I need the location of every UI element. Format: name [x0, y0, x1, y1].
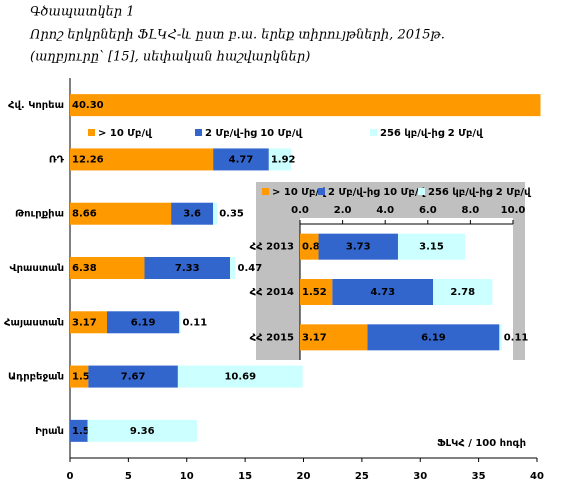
value-label: 6.38 — [72, 263, 97, 274]
value-label: 3.6 — [183, 209, 201, 220]
bar-segment — [300, 324, 368, 351]
x-tick-label: 10 — [180, 471, 194, 482]
value-label: 40.30 — [72, 100, 104, 111]
bar-segment — [230, 257, 236, 279]
value-label: 8.66 — [72, 209, 97, 220]
value-label: 12.26 — [72, 154, 104, 165]
bar-segment — [318, 233, 398, 260]
value-label: 0.11 — [183, 317, 208, 328]
bar-segment — [70, 257, 145, 279]
category-label: Հայաստան — [4, 317, 64, 328]
bar-segment — [107, 311, 180, 334]
bar-segment — [88, 365, 178, 388]
bar-segment — [499, 324, 502, 351]
value-label: 9.36 — [130, 426, 155, 437]
value-label: 3.73 — [346, 242, 371, 253]
x-tick-label: 25 — [355, 471, 369, 482]
category-label: ՀՀ 2014 — [250, 287, 294, 298]
bar-segment — [300, 279, 333, 305]
category-label: Հվ. Կորեա — [8, 100, 64, 111]
value-label: 7.33 — [175, 263, 200, 274]
value-label: 1.51 — [72, 426, 97, 437]
legend-swatch — [370, 129, 377, 136]
category-label: Վրաստան — [9, 263, 64, 274]
value-label: 4.77 — [229, 154, 254, 165]
bar-segment — [177, 365, 303, 388]
value-label: 1.52 — [302, 287, 327, 298]
legend-swatch — [418, 188, 425, 195]
value-label: 6.19 — [421, 332, 446, 343]
bar-segment — [179, 311, 181, 334]
value-label: 10.69 — [224, 372, 256, 383]
x-tick-label: 15 — [238, 471, 252, 482]
value-label: 0.47 — [238, 263, 263, 274]
category-label: ՌԴ — [49, 154, 65, 165]
bar-segment — [144, 257, 231, 279]
chart-source: (աղբյուրը՝ [15], սեփական հաշվարկներ) — [30, 50, 310, 65]
legend-swatch — [195, 129, 202, 136]
value-label: 0.35 — [219, 209, 244, 220]
x-tick-label: 2.0 — [334, 205, 352, 216]
bar-segment — [70, 94, 541, 117]
x-tick-label: 10.0 — [501, 205, 526, 216]
category-label: ՀՀ 2015 — [250, 332, 294, 343]
category-label: Ադրբեջան — [8, 372, 64, 383]
bar-segment — [213, 202, 218, 225]
x-axis-label: ՖԼԿՀ / 100 հոգի — [437, 438, 526, 449]
value-label: 0.11 — [504, 332, 529, 343]
value-label: 1.92 — [271, 154, 296, 165]
x-tick-label: 5 — [125, 471, 132, 482]
legend-label: 2 Մբ/վ-ից 10 Մբ/վ — [328, 187, 425, 198]
x-tick-label: 0.0 — [291, 205, 309, 216]
bar-segment — [268, 148, 292, 171]
category-label: Թուրքիա — [15, 209, 64, 220]
bar-segment — [70, 148, 214, 171]
value-label: 4.73 — [370, 287, 395, 298]
x-tick-label: 4.0 — [376, 205, 394, 216]
category-label: ՀՀ 2013 — [250, 242, 294, 253]
value-label: 3.17 — [302, 332, 327, 343]
legend-swatch — [318, 188, 325, 195]
bar-segment — [70, 365, 89, 388]
value-label: 1.57 — [72, 372, 97, 383]
bar-segment — [300, 233, 319, 260]
x-tick-label: 0 — [67, 471, 74, 482]
bar-segment — [213, 148, 269, 171]
legend-label: > 10 Մբ/վ — [98, 128, 152, 139]
value-label: 0.87 — [302, 242, 327, 253]
x-tick-label: 8.0 — [462, 205, 480, 216]
x-tick-label: 35 — [472, 471, 486, 482]
bar-segment — [171, 202, 214, 225]
x-tick-label: 30 — [413, 471, 427, 482]
chart-title: Գծապատկեր 1 — [30, 5, 135, 20]
bar-segment — [332, 279, 434, 305]
value-label: 3.15 — [419, 242, 444, 253]
chart-subtitle: Որոշ երկրների ՖԼԿՀ-և ըստ բ.ա. երեք տիրու… — [29, 28, 445, 43]
value-label: 3.17 — [72, 317, 97, 328]
value-label: 2.78 — [450, 287, 475, 298]
legend-label: 256 կբ/վ-ից 2 Մբ/վ — [428, 187, 531, 198]
x-tick-label: 20 — [297, 471, 311, 482]
legend-label: 256 կբ/վ-ից 2 Մբ/վ — [380, 128, 483, 139]
bar-segment — [70, 419, 88, 442]
x-tick-label: 6.0 — [419, 205, 437, 216]
legend-label: > 10 Մբ/վ — [272, 187, 326, 198]
bar-segment — [367, 324, 500, 351]
bar-segment — [87, 419, 197, 442]
bar-segment — [70, 202, 172, 225]
legend-swatch — [262, 188, 269, 195]
legend-label: 2 Մբ/վ-ից 10 Մբ/վ — [205, 128, 302, 139]
category-label: Իրան — [35, 426, 64, 437]
value-label: 7.67 — [121, 372, 146, 383]
bar-segment — [397, 233, 466, 260]
x-tick-label: 40 — [530, 471, 544, 482]
bar-segment — [433, 279, 493, 305]
bar-segment — [70, 311, 108, 334]
legend-swatch — [88, 129, 95, 136]
value-label: 6.19 — [131, 317, 156, 328]
